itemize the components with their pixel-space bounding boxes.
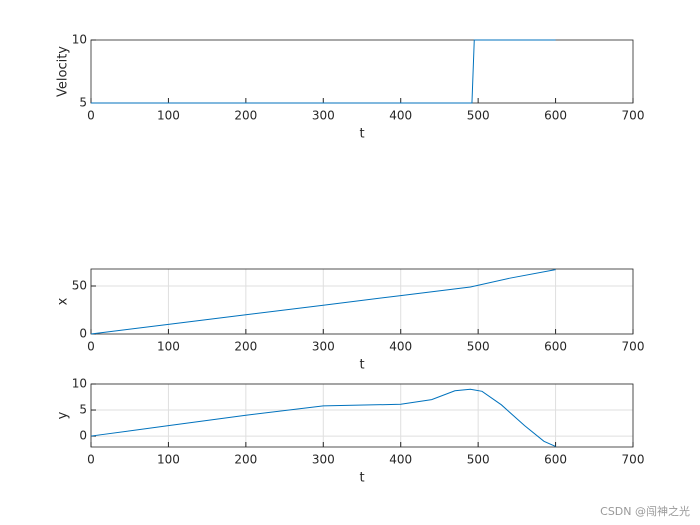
x-tick-label: 100 [157, 453, 180, 467]
x-tick-label: 0 [87, 453, 95, 467]
x-tick-label: 300 [312, 109, 335, 123]
x-tick-label: 400 [389, 109, 412, 123]
line [91, 39, 556, 104]
x-tick-label: 200 [234, 109, 257, 123]
y-tick-label: 50 [72, 278, 87, 292]
y-tick-label: 10 [72, 377, 87, 391]
x-tick-label: 500 [467, 340, 490, 354]
x-tick-label: 100 [157, 340, 180, 354]
x-tick-label: 700 [622, 109, 645, 123]
x-tick-label: 500 [467, 453, 490, 467]
watermark: CSDN @闯神之光 [600, 504, 690, 518]
x-axis-label: t [359, 471, 364, 486]
x-tick-label: 300 [312, 340, 335, 354]
x-tick-label: 400 [389, 340, 412, 354]
y-tick-label: 5 [79, 96, 87, 110]
x-tick-label: 600 [544, 453, 567, 467]
x-axis-label: t [359, 358, 364, 373]
y-tick-label: 0 [79, 327, 87, 341]
axes-box [90, 383, 634, 448]
x-tick-label: 400 [389, 453, 412, 467]
x-tick-label: 300 [312, 453, 335, 467]
x-tick-label: 600 [544, 340, 567, 354]
y-axis-label: x [56, 297, 71, 305]
axes-box [90, 268, 634, 335]
x-tick-label: 500 [467, 109, 490, 123]
x-tick-label: 200 [234, 340, 257, 354]
x-tick-label: 200 [234, 453, 257, 467]
line [90, 388, 556, 447]
x-axis-label: t [359, 127, 364, 142]
y-axis-label: y [56, 411, 71, 419]
x-tick-label: 700 [622, 340, 645, 354]
y-tick-label: 5 [79, 403, 87, 417]
x-tick-label: 0 [87, 109, 95, 123]
x-tick-label: 700 [622, 453, 645, 467]
y-tick-label: 10 [72, 33, 87, 47]
x-tick-label: 0 [87, 340, 95, 354]
y-tick-label: 0 [79, 429, 87, 443]
x-tick-label: 100 [157, 109, 180, 123]
line [90, 269, 556, 335]
x-tick-label: 600 [544, 109, 567, 123]
y-axis-label: Velocity [56, 46, 71, 97]
